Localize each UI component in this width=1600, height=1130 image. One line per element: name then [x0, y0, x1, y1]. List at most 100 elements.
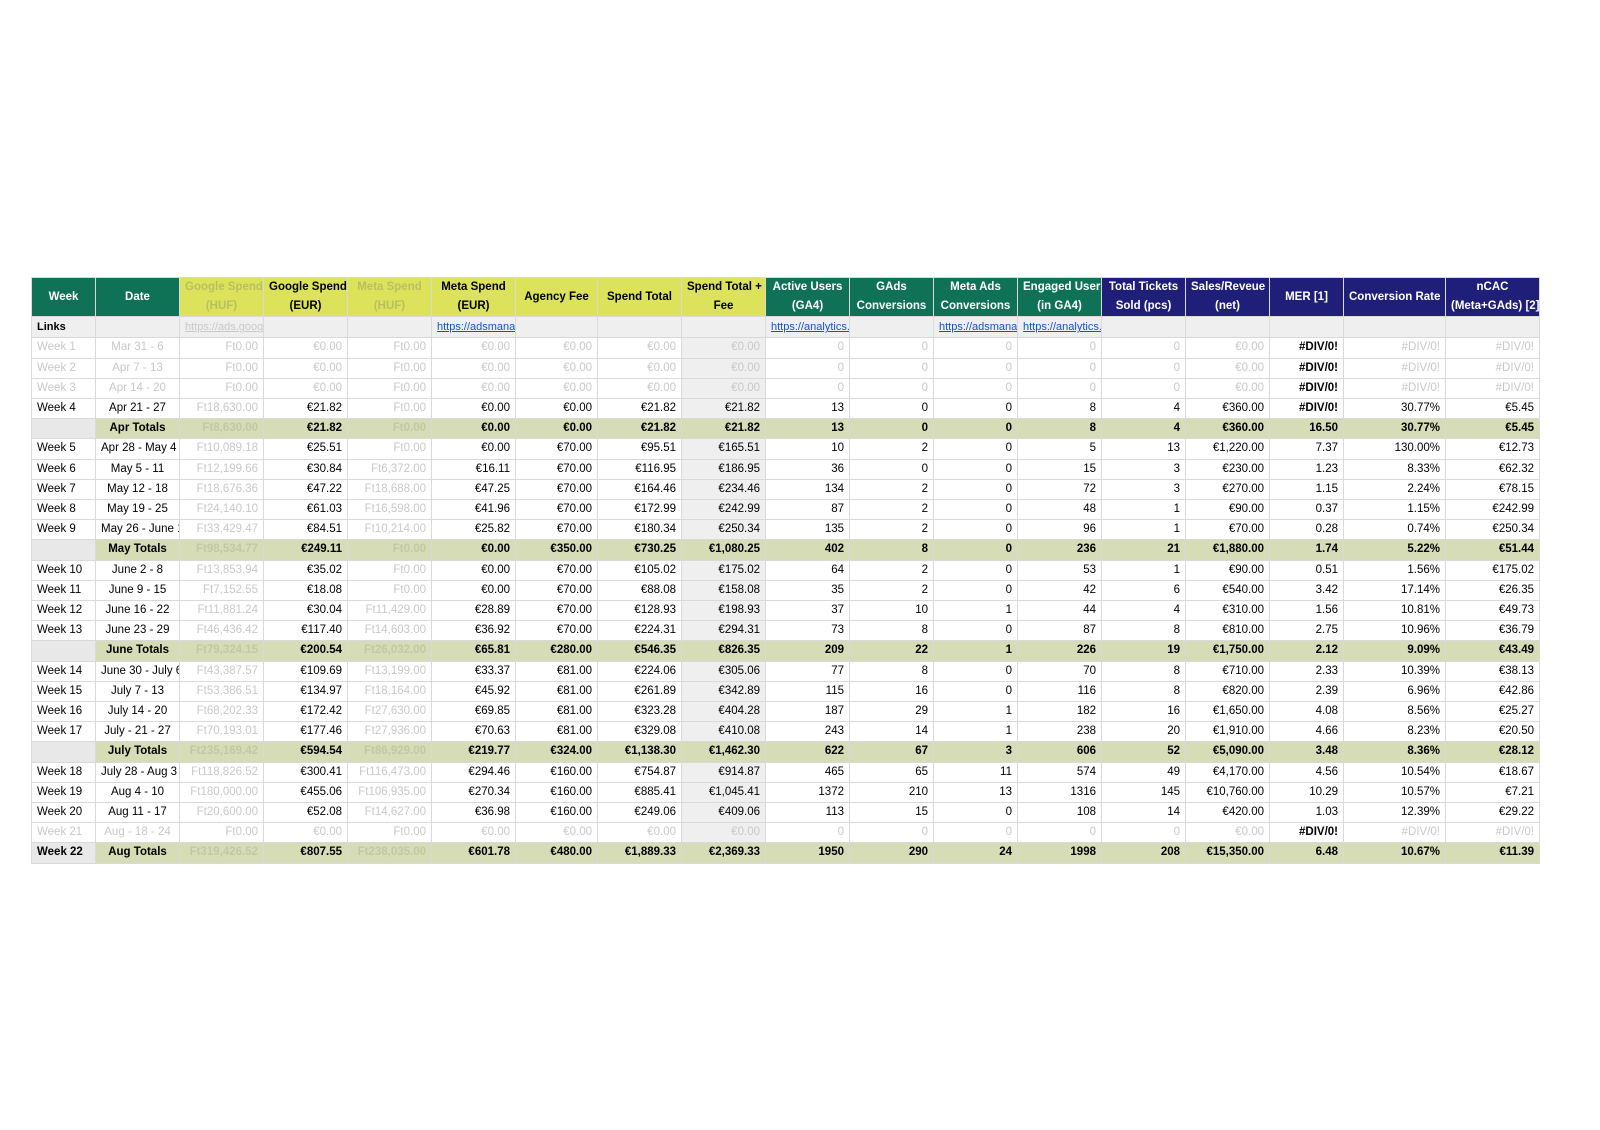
cell-meta-spend[interactable]: €69.85: [431, 701, 516, 723]
cell-spend-total[interactable]: €404.28: [681, 701, 766, 723]
column-header-gads[interactable]: GAds Conversions: [849, 276, 934, 318]
cell-date[interactable]: May 19 - 25: [95, 499, 180, 521]
cell-meta-spend[interactable]: Ft0.00: [347, 438, 432, 460]
cell-date[interactable]: May 26 - June 1: [95, 519, 180, 541]
cell-gads[interactable]: 16: [849, 680, 934, 703]
cell-total-tickets[interactable]: 0: [1101, 822, 1186, 844]
cell-date[interactable]: May 12 - 18: [95, 478, 180, 501]
cell-gads[interactable]: 14: [849, 721, 934, 743]
cell-meta-ads[interactable]: 0: [933, 539, 1018, 561]
cell-mer-1[interactable]: 1.23: [1269, 458, 1344, 480]
cell-meta-ads[interactable]: 0: [933, 478, 1018, 501]
cell-ncac[interactable]: €42.86: [1445, 680, 1540, 703]
cell-spend-total[interactable]: €0.00: [681, 822, 766, 844]
cell-meta-ads[interactable]: 1: [933, 721, 1018, 743]
cell-date[interactable]: June 30 - July 6: [95, 660, 180, 682]
cell-google-spend[interactable]: €18.08: [263, 579, 348, 602]
cell-google-spend[interactable]: Ft180,000.00: [179, 781, 264, 804]
cell-week[interactable]: Week 3: [31, 377, 96, 400]
cell-meta-spend[interactable]: Ft14,627.00: [347, 802, 432, 824]
cell-meta-spend[interactable]: €28.89: [431, 600, 516, 622]
cell-date[interactable]: Apr 14 - 20: [95, 377, 180, 400]
cell-mer-1[interactable]: 10.29: [1269, 781, 1344, 804]
column-header-meta-spend[interactable]: Meta Spend (EUR): [431, 276, 516, 318]
cell-meta-spend[interactable]: €45.92: [431, 680, 516, 703]
cell-google-spend[interactable]: €109.69: [263, 660, 348, 682]
cell-google-spend[interactable]: €200.54: [263, 640, 348, 662]
cell-date[interactable]: Apr 7 - 13: [95, 357, 180, 379]
cell-google-spend[interactable]: Ft235,169.42: [179, 741, 264, 763]
cell-spend-total[interactable]: €0.00: [597, 822, 682, 844]
cell-meta-spend[interactable]: €0.00: [431, 822, 516, 844]
cell-date[interactable]: Mar 31 - 6: [95, 337, 180, 359]
cell-engaged-user[interactable]: 1316: [1017, 781, 1102, 804]
column-header-google-spend[interactable]: Google Spend (HUF): [179, 276, 264, 318]
cell-active-users[interactable]: 13: [765, 418, 850, 440]
cell-agency-fee[interactable]: €280.00: [515, 640, 598, 662]
cell-total-tickets[interactable]: 208: [1101, 842, 1186, 864]
cell-engaged-user[interactable]: 0: [1017, 337, 1102, 359]
cell-date[interactable]: July 7 - 13: [95, 680, 180, 703]
cell-meta-ads[interactable]: 0: [933, 357, 1018, 379]
cell-meta-spend[interactable]: Ft0.00: [347, 337, 432, 359]
cell-active-users[interactable]: 0: [765, 822, 850, 844]
cell-google-spend[interactable]: €21.82: [263, 418, 348, 440]
cell-gads[interactable]: 2: [849, 579, 934, 602]
cell-engaged-user[interactable]: 574: [1017, 761, 1102, 783]
cell-google-spend[interactable]: Ft319,426.52: [179, 842, 264, 864]
cell-meta-ads[interactable]: 0: [933, 519, 1018, 541]
cell-sales-reveue[interactable]: €540.00: [1185, 579, 1270, 602]
cell-agency-fee[interactable]: €0.00: [515, 377, 598, 400]
cell-spend-total[interactable]: €1,138.30: [597, 741, 682, 763]
cell-active-users[interactable]: 134: [765, 478, 850, 501]
cell-total-tickets[interactable]: 145: [1101, 781, 1186, 804]
cell-conversion-rate[interactable]: 2.24%: [1343, 478, 1446, 501]
column-header-week[interactable]: Week: [31, 276, 96, 318]
cell-week[interactable]: Week 12: [31, 600, 96, 622]
cell-agency-fee[interactable]: €70.00: [515, 579, 598, 602]
cell-gads[interactable]: 29: [849, 701, 934, 723]
cell-mer-1[interactable]: #DIV/0!: [1269, 398, 1344, 420]
cell-active-users[interactable]: 465: [765, 761, 850, 783]
cell-engaged-user[interactable]: 70: [1017, 660, 1102, 682]
cell-engaged-user[interactable]: 0: [1017, 357, 1102, 379]
cell-date[interactable]: June 16 - 22: [95, 600, 180, 622]
cell-conversion-rate[interactable]: 8.56%: [1343, 701, 1446, 723]
cell-active-users[interactable]: 73: [765, 620, 850, 642]
cell-google-spend[interactable]: Ft18,630.00: [179, 398, 264, 420]
external-link[interactable]: https://analytics.c: [1023, 321, 1102, 334]
cell-meta-ads[interactable]: 24: [933, 842, 1018, 864]
column-header-conversion-rate[interactable]: Conversion Rate: [1343, 276, 1446, 318]
cell-active-users[interactable]: 402: [765, 539, 850, 561]
cell-meta-ads[interactable]: 3: [933, 741, 1018, 763]
cell-gads[interactable]: 65: [849, 761, 934, 783]
cell-week[interactable]: Week 8: [31, 499, 96, 521]
cell-week[interactable]: [31, 418, 96, 440]
cell-conversion-rate[interactable]: 17.14%: [1343, 579, 1446, 602]
cell-sales-reveue[interactable]: €10,760.00: [1185, 781, 1270, 804]
cell-meta-ads[interactable]: 0: [933, 660, 1018, 682]
cell-total-tickets[interactable]: 4: [1101, 398, 1186, 420]
cell-week[interactable]: Week 16: [31, 701, 96, 723]
cell-meta-spend[interactable]: Ft16,598.00: [347, 499, 432, 521]
cell-spend-total[interactable]: €158.08: [681, 579, 766, 602]
cell-google-spend[interactable]: €117.40: [263, 620, 348, 642]
cell-spend-total[interactable]: €410.08: [681, 721, 766, 743]
cell-ncac[interactable]: €29.22: [1445, 802, 1540, 824]
cell-engaged-user[interactable]: 182: [1017, 701, 1102, 723]
cell-meta-spend[interactable]: Ft11,429.00: [347, 600, 432, 622]
cell-conversion-rate[interactable]: 1.56%: [1343, 559, 1446, 581]
cell-total-tickets[interactable]: 49: [1101, 761, 1186, 783]
cell-google-spend[interactable]: Ft0.00: [179, 822, 264, 844]
cell-google-spend[interactable]: Ft0.00: [179, 377, 264, 400]
cell-meta-ads[interactable]: 0: [933, 579, 1018, 602]
cell-active-users[interactable]: 0: [765, 337, 850, 359]
cell-sales-reveue[interactable]: €1,650.00: [1185, 701, 1270, 723]
cell-spend-total[interactable]: €224.06: [597, 660, 682, 682]
cell-meta-spend[interactable]: Ft18,688.00: [347, 478, 432, 501]
cell-period-total-label[interactable]: Apr Totals: [95, 418, 180, 440]
cell-spend-total[interactable]: €1,045.41: [681, 781, 766, 804]
cell-engaged-user[interactable]: 42: [1017, 579, 1102, 602]
cell-conversion-rate[interactable]: 10.54%: [1343, 761, 1446, 783]
cell-engaged-user[interactable]: 48: [1017, 499, 1102, 521]
